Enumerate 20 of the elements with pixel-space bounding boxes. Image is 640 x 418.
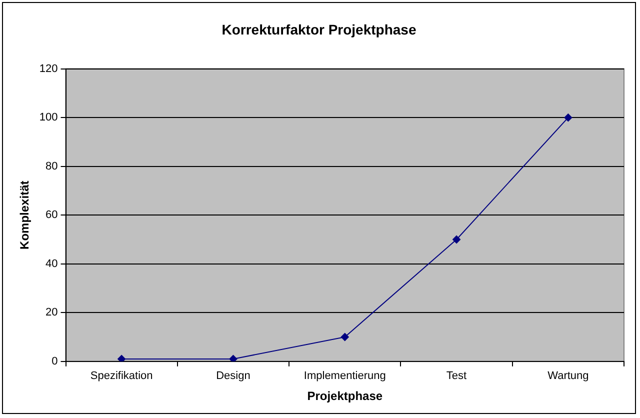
x-tick-label: Wartung: [548, 370, 589, 382]
x-axis-title: Projektphase: [307, 389, 383, 404]
y-tick-label: 40: [46, 258, 58, 270]
y-tick-label: 20: [46, 306, 58, 319]
y-tick-label: 0: [52, 355, 58, 368]
x-tick-label: Design: [216, 370, 250, 382]
point: [340, 333, 349, 342]
y-tick-label: 80: [46, 160, 58, 172]
y-axis-title: Komplexität: [18, 180, 32, 250]
point: [229, 354, 238, 362]
x-tick-label: Test: [446, 370, 467, 382]
point: [564, 114, 572, 122]
chart-title: Korrekturfaktor Projektphase: [222, 21, 416, 38]
x-tick-label: Implementierung: [304, 370, 386, 382]
y-tick-label: 100: [39, 112, 58, 124]
y-tick-label: 120: [39, 62, 58, 75]
x-tick-label: Spezifikation: [90, 370, 153, 382]
point: [452, 235, 461, 244]
y-tick-label: 60: [46, 209, 58, 222]
point: [118, 354, 126, 362]
